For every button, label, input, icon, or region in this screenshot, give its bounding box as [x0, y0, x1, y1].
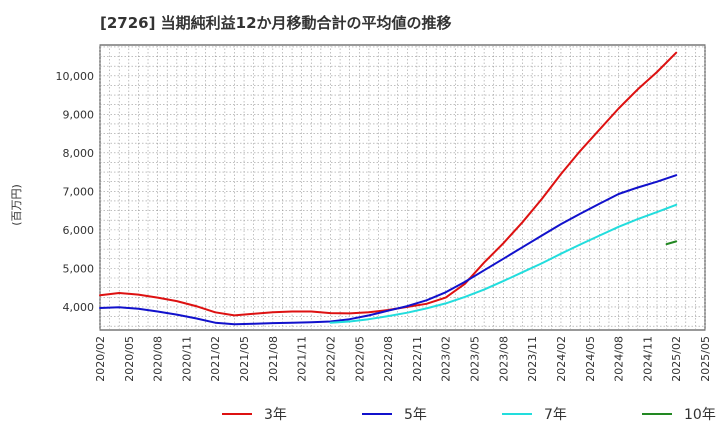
x-tick-label: 2021/08: [267, 336, 280, 382]
x-tick-label: 2022/05: [353, 336, 366, 382]
legend: 3年 5年 7年 10年: [222, 407, 716, 423]
legend-label: 10年: [684, 407, 716, 423]
y-tick-label: 8,000: [63, 147, 95, 160]
x-tick-label: 2022/02: [324, 336, 337, 382]
series-line-7年: [329, 203, 678, 324]
y-tick-label: 6,000: [63, 224, 95, 237]
x-tick-label: 2024/02: [555, 336, 568, 382]
x-tick-label: 2023/05: [469, 336, 482, 382]
x-tick-label: 2025/02: [670, 336, 683, 382]
legend-label: 3年: [264, 407, 287, 423]
x-tick-label: 2024/11: [641, 336, 654, 382]
x-tick-label: 2022/11: [411, 336, 424, 382]
x-tick-label: 2024/08: [613, 336, 626, 382]
x-tick-label: 2021/02: [209, 336, 222, 382]
y-tick-label: 7,000: [63, 185, 95, 198]
y-tick-label: 9,000: [63, 108, 95, 121]
legend-label: 7年: [544, 407, 567, 423]
x-tick-label: 2020/11: [180, 336, 193, 382]
chart-title: [2726] 当期純利益12か月移動合計の平均値の推移: [100, 14, 452, 32]
x-tick-label: 2023/11: [526, 336, 539, 382]
x-tick-labels: 2020/02 2020/05 2020/08 2020/11 2021/02 2021/…: [94, 336, 712, 382]
y-tick-label: 5,000: [63, 262, 95, 275]
legend-label: 5年: [404, 407, 427, 423]
x-tick-label: 2023/02: [440, 336, 453, 382]
x-tick-label: 2024/05: [584, 336, 597, 382]
plot-background: [99, 44, 706, 331]
x-tick-label: 2022/08: [382, 336, 395, 382]
x-tick-label: 2023/08: [497, 336, 510, 382]
x-tick-label: 2021/11: [296, 336, 309, 382]
x-tick-label: 2020/02: [94, 336, 107, 382]
y-tick-label: 4,000: [63, 301, 95, 314]
y-axis-label: (百万円): [10, 184, 23, 226]
series-line-5年: [99, 174, 678, 326]
x-tick-label: 2020/08: [152, 336, 165, 382]
y-tick-labels: 4,000 5,000 6,000 7,000 8,000 9,000 10,000: [56, 70, 95, 314]
plot-area: [99, 44, 706, 331]
x-tick-label: 2025/05: [699, 336, 712, 382]
series-line-10年: [665, 240, 678, 246]
gridlines: [99, 45, 706, 330]
y-tick-label: 10,000: [56, 70, 95, 83]
x-tick-label: 2021/05: [238, 336, 251, 382]
series-lines: [99, 51, 678, 326]
x-tick-label: 2020/05: [123, 336, 136, 382]
